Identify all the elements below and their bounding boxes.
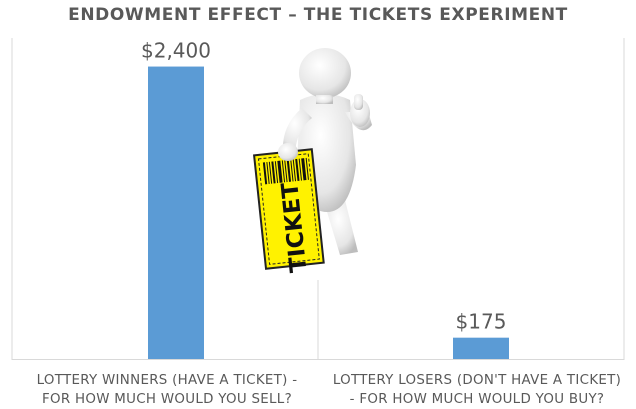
category-label-2-line-1: LOTTERY LOSERS (DON'T HAVE A TICKET) (332, 373, 622, 388)
barcode-bar (284, 160, 288, 183)
category-label-2-line-2: - FOR HOW MUCH WOULD YOU BUY? (349, 392, 605, 407)
figure-thumb (354, 94, 363, 110)
plot-frame (11, 38, 625, 360)
figure-left-hand (278, 143, 298, 161)
barcode-bar (298, 158, 302, 181)
bar-series (148, 66, 509, 360)
barcode-bar (271, 161, 276, 184)
barcode-bar (295, 158, 300, 181)
barcode-bar (290, 159, 294, 182)
barcode-bar (277, 160, 283, 183)
category-label-1-line-1: LOTTERY WINNERS (HAVE A TICKET) - (36, 373, 298, 388)
figure-left-arm (282, 108, 312, 152)
barcode-bar (266, 161, 270, 184)
barcode-bar (268, 161, 273, 184)
barcode-bar (301, 158, 307, 181)
figure-head (299, 48, 351, 98)
bar-2 (453, 337, 509, 359)
figure-neck (316, 95, 333, 104)
bar-1 (148, 66, 204, 360)
data-labels: $2,400 $175 (141, 39, 506, 334)
barcode-bar (292, 159, 297, 182)
figure-right-leg (325, 200, 358, 255)
barcode-bar (281, 160, 286, 183)
barcode-bar (274, 161, 279, 184)
category-label-1-line-2: FOR HOW MUCH WOULD YOU SELL? (42, 392, 292, 407)
ticket: TICKET (252, 148, 325, 274)
barcode-bar (262, 162, 268, 185)
category-label-2: LOTTERY LOSERS (DON'T HAVE A TICKET) - FO… (324, 371, 630, 409)
ticket-barcode (262, 157, 309, 185)
data-label-1: $2,400 (141, 39, 211, 63)
barcode-bar (305, 157, 309, 180)
data-label-2: $175 (456, 310, 507, 334)
figure-holding-ticket-illustration: TICKET (252, 48, 372, 274)
category-label-1: LOTTERY WINNERS (HAVE A TICKET) - FOR HOW… (14, 371, 320, 409)
barcode-bar (286, 159, 292, 182)
chart-title: ENDOWMENT EFFECT – THE TICKETS EXPERIMEN… (68, 5, 568, 25)
